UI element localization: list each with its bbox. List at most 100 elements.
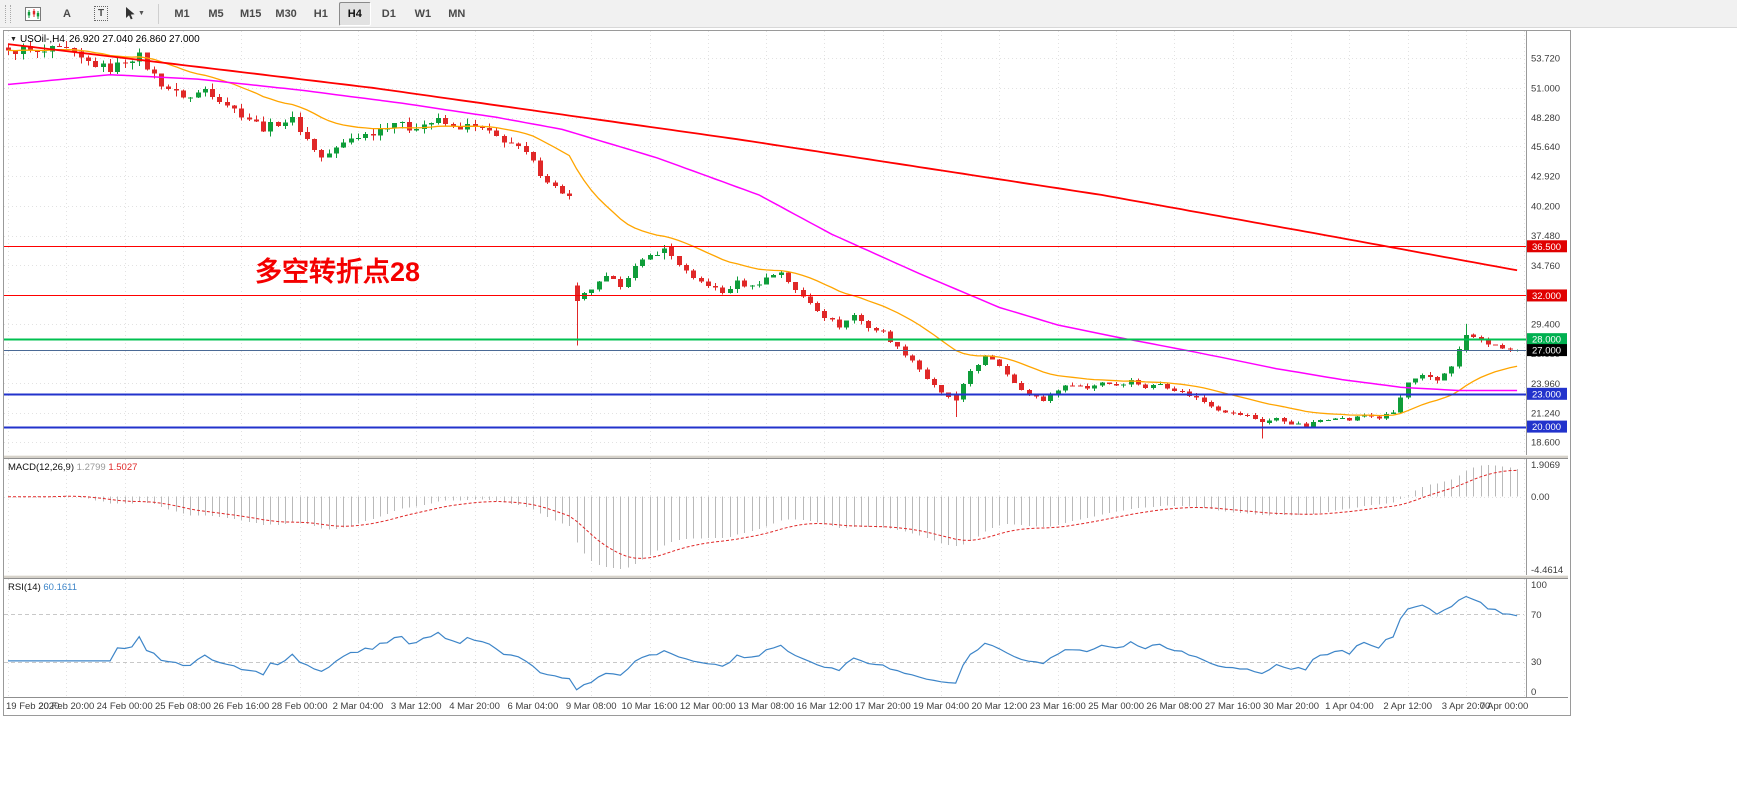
- svg-text:25 Mar 00:00: 25 Mar 00:00: [1088, 701, 1144, 712]
- svg-text:1.9069: 1.9069: [1531, 460, 1560, 471]
- macd-pane: MACD(12,26,9) 1.2799 1.5027 1.9069 0.00 -4.…: [4, 460, 1563, 576]
- svg-text:-4.4614: -4.4614: [1531, 565, 1563, 576]
- timeframe-button-d1[interactable]: D1: [381, 7, 396, 20]
- svg-text:6 Mar 04:00: 6 Mar 04:00: [508, 701, 559, 712]
- ma-slow-line: [7, 43, 1518, 272]
- svg-text:29.400: 29.400: [1531, 319, 1560, 330]
- text-tool-button[interactable]: T: [85, 2, 117, 26]
- annotation-text[interactable]: 多空转折点28: [255, 257, 421, 287]
- quote-symbol: USOil-,H4: [19, 34, 65, 45]
- cursor-tool-button[interactable]: ▼: [119, 2, 151, 26]
- timeframe-button-m5[interactable]: M5: [208, 7, 224, 20]
- quote-expand-icon[interactable]: ▼: [10, 36, 17, 43]
- svg-text:25 Feb 08:00: 25 Feb 08:00: [155, 701, 211, 712]
- toolbar-gripper[interactable]: [5, 4, 11, 23]
- svg-text:3 Mar 12:00: 3 Mar 12:00: [391, 701, 442, 712]
- svg-text:37.480: 37.480: [1531, 231, 1560, 242]
- svg-text:9 Mar 08:00: 9 Mar 08:00: [566, 701, 617, 712]
- toolbar: A T ▼ M1 M5 M15 M30 H1 H4 D1 W1 MN: [0, 0, 1737, 28]
- svg-text:36.500: 36.500: [1532, 242, 1561, 253]
- macd-signal-line: [7, 469, 1518, 559]
- svg-text:32.000: 32.000: [1532, 291, 1561, 302]
- svg-text:23.000: 23.000: [1532, 389, 1561, 400]
- grid: [4, 31, 1525, 697]
- svg-text:19 Feb 2020: 19 Feb 2020: [6, 701, 59, 712]
- svg-text:100: 100: [1531, 580, 1547, 591]
- svg-text:7 Apr 00:00: 7 Apr 00:00: [1480, 701, 1529, 712]
- timeframe-button-h4[interactable]: H4: [338, 1, 371, 26]
- moving-averages: [7, 43, 1518, 417]
- svg-text:48.280: 48.280: [1531, 113, 1560, 124]
- chart-canvas[interactable]: 53.720 51.000 48.280 45.640 42.920 40.200 37.4…: [4, 31, 1568, 713]
- svg-text:42.920: 42.920: [1531, 172, 1560, 183]
- rsi-pane: 100 70 30 0 RSI(14) 60.1611: [4, 580, 1547, 698]
- timeframe-button-m30[interactable]: M30: [275, 7, 297, 20]
- timeframe-button-mn[interactable]: MN: [448, 7, 466, 20]
- text-label-glyph: A: [63, 7, 71, 20]
- text-tool-glyph: T: [93, 6, 109, 21]
- ma-mid-line: [7, 73, 1518, 392]
- text-label-button[interactable]: A: [51, 2, 83, 26]
- svg-text:12 Mar 00:00: 12 Mar 00:00: [680, 701, 736, 712]
- svg-text:3 Apr 20:00: 3 Apr 20:00: [1442, 701, 1491, 712]
- horizontal-lines[interactable]: [4, 245, 1526, 429]
- svg-text:26 Mar 08:00: 26 Mar 08:00: [1146, 701, 1202, 712]
- svg-text:24 Feb 00:00: 24 Feb 00:00: [97, 701, 153, 712]
- timeframe-button-h1[interactable]: H1: [313, 7, 328, 20]
- rsi-line: [8, 595, 1518, 691]
- pane-splitter[interactable]: [4, 575, 1568, 579]
- timeframe-button-m15[interactable]: M15: [240, 7, 262, 20]
- timeframe-toolbar: M1 M5 M15 M30 H1 H4 D1 W1 MN: [165, 1, 474, 26]
- ma-fast-line: [7, 48, 1518, 417]
- svg-text:0: 0: [1531, 687, 1536, 698]
- svg-text:30 Mar 20:00: 30 Mar 20:00: [1263, 701, 1319, 712]
- candlestick-series: [6, 40, 1520, 439]
- timeframe-button-m1[interactable]: M1: [174, 7, 190, 20]
- svg-text:70: 70: [1531, 610, 1542, 621]
- svg-text:45.640: 45.640: [1531, 142, 1560, 153]
- svg-text:34.760: 34.760: [1531, 261, 1560, 272]
- svg-text:10 Mar 16:00: 10 Mar 16:00: [622, 701, 678, 712]
- svg-text:23.960: 23.960: [1531, 379, 1560, 390]
- svg-text:2 Mar 04:00: 2 Mar 04:00: [333, 701, 384, 712]
- price-axis[interactable]: 53.720 51.000 48.280 45.640 42.920 40.200 37.4…: [1526, 31, 1568, 697]
- svg-text:27 Mar 16:00: 27 Mar 16:00: [1205, 701, 1261, 712]
- pane-splitter[interactable]: [4, 455, 1568, 459]
- chart-window-button[interactable]: [17, 2, 49, 26]
- svg-text:13 Mar 08:00: 13 Mar 08:00: [738, 701, 794, 712]
- svg-text:2 Apr 12:00: 2 Apr 12:00: [1383, 701, 1432, 712]
- svg-text:28 Feb 00:00: 28 Feb 00:00: [272, 701, 328, 712]
- chevron-down-icon: ▼: [138, 10, 145, 17]
- toolbar-separator: [158, 3, 159, 24]
- svg-text:26 Feb 16:00: 26 Feb 16:00: [213, 701, 269, 712]
- chart-window: 53.720 51.000 48.280 45.640 42.920 40.200 37.4…: [3, 30, 1571, 716]
- svg-text:17 Mar 20:00: 17 Mar 20:00: [855, 701, 911, 712]
- svg-text:27.000: 27.000: [1532, 346, 1561, 357]
- svg-text:0.00: 0.00: [1531, 492, 1550, 503]
- quote-ohlc: 26.920 27.040 26.860 27.000: [68, 34, 200, 45]
- macd-histogram: [15, 465, 1518, 569]
- quote-line: ▼ USOil-,H4 26.920 27.040 26.860 27.000: [10, 34, 204, 45]
- cursor-icon: [126, 7, 135, 20]
- svg-text:40.200: 40.200: [1531, 201, 1560, 212]
- svg-text:20.000: 20.000: [1532, 422, 1561, 433]
- rsi-label: RSI(14) 60.1611: [8, 582, 77, 593]
- svg-text:21.240: 21.240: [1531, 409, 1560, 420]
- svg-text:20 Feb 20:00: 20 Feb 20:00: [38, 701, 94, 712]
- svg-text:30: 30: [1531, 657, 1542, 668]
- svg-text:4 Mar 20:00: 4 Mar 20:00: [449, 701, 500, 712]
- timeframe-button-w1[interactable]: W1: [414, 7, 432, 20]
- svg-text:23 Mar 16:00: 23 Mar 16:00: [1030, 701, 1086, 712]
- svg-text:20 Mar 12:00: 20 Mar 12:00: [971, 701, 1027, 712]
- svg-text:53.720: 53.720: [1531, 54, 1560, 65]
- svg-text:51.000: 51.000: [1531, 83, 1560, 94]
- svg-text:28.000: 28.000: [1532, 335, 1561, 346]
- svg-text:16 Mar 12:00: 16 Mar 12:00: [797, 701, 853, 712]
- bar-chart-icon: [25, 6, 41, 21]
- svg-text:1 Apr 04:00: 1 Apr 04:00: [1325, 701, 1374, 712]
- svg-text:19 Mar 04:00: 19 Mar 04:00: [913, 701, 969, 712]
- macd-label: MACD(12,26,9) 1.2799 1.5027: [8, 462, 137, 473]
- svg-text:18.600: 18.600: [1531, 437, 1560, 448]
